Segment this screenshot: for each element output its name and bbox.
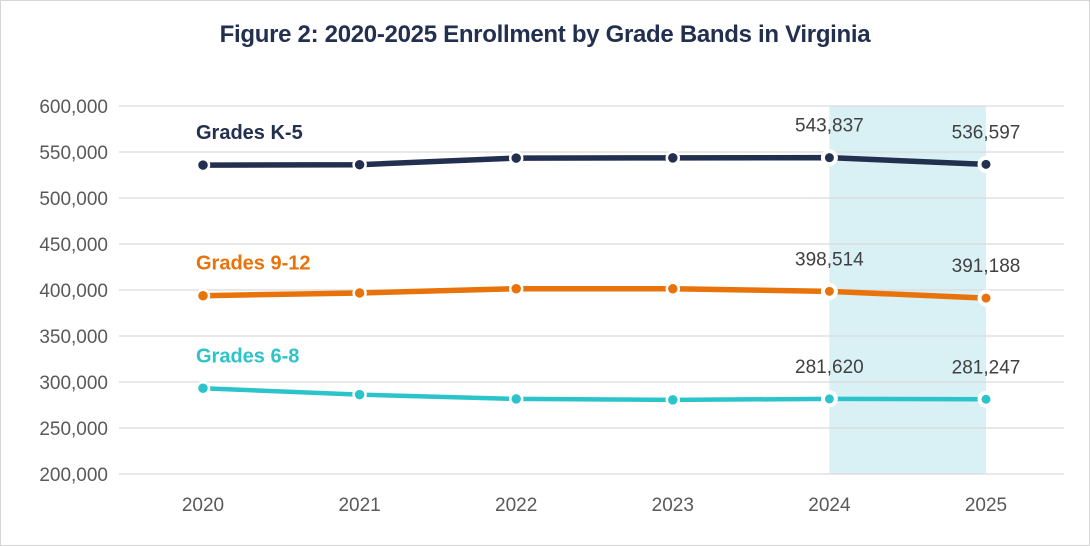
data-point bbox=[195, 157, 211, 173]
data-point bbox=[508, 391, 524, 407]
y-tick-label: 200,000 bbox=[39, 465, 108, 486]
data-point bbox=[665, 392, 681, 408]
chart-title: Figure 2: 2020-2025 Enrollment by Grade … bbox=[219, 21, 871, 48]
y-tick-label: 250,000 bbox=[39, 419, 108, 440]
x-tick-label: 2021 bbox=[338, 495, 380, 516]
data-label: 281,247 bbox=[952, 357, 1021, 378]
x-tick-label: 2022 bbox=[495, 495, 537, 516]
data-point bbox=[665, 150, 681, 166]
data-point bbox=[665, 281, 681, 297]
x-tick-label: 2023 bbox=[652, 495, 694, 516]
y-tick-label: 450,000 bbox=[39, 235, 108, 256]
x-tick-label: 2024 bbox=[808, 495, 851, 516]
data-point bbox=[352, 387, 367, 402]
y-tick-label: 600,000 bbox=[39, 97, 108, 118]
data-point bbox=[195, 288, 211, 303]
data-point bbox=[508, 150, 524, 166]
data-point bbox=[195, 381, 211, 396]
data-label: 398,514 bbox=[795, 249, 864, 270]
data-label: 536,597 bbox=[952, 122, 1021, 143]
data-point bbox=[508, 281, 524, 296]
data-point bbox=[977, 289, 995, 307]
data-point bbox=[352, 285, 367, 301]
series-line-grades-9-12 bbox=[200, 285, 989, 301]
data-point bbox=[977, 390, 995, 408]
series-line-grades-6-8 bbox=[200, 386, 989, 403]
x-tick-label: 2020 bbox=[182, 495, 224, 516]
x-tick-label: 2025 bbox=[965, 495, 1007, 516]
data-label: 543,837 bbox=[795, 116, 864, 137]
data-label: 391,188 bbox=[952, 256, 1021, 277]
data-point bbox=[820, 390, 838, 408]
legend-label-grades-9-12: Grades 9-12 bbox=[196, 253, 311, 275]
data-point bbox=[820, 149, 838, 167]
series-line-grades-k-5 bbox=[200, 154, 989, 168]
y-tick-label: 350,000 bbox=[39, 327, 108, 348]
data-point bbox=[352, 157, 367, 172]
data-point bbox=[977, 155, 995, 173]
y-tick-label: 400,000 bbox=[39, 281, 108, 302]
data-point bbox=[820, 282, 838, 300]
y-tick-label: 500,000 bbox=[39, 189, 108, 210]
legend-label-grades-k-5: Grades K-5 bbox=[196, 122, 303, 144]
y-tick-label: 300,000 bbox=[39, 373, 108, 394]
y-tick-label: 550,000 bbox=[39, 143, 108, 164]
legend-label-grades-6-8: Grades 6-8 bbox=[196, 345, 299, 367]
data-label: 281,620 bbox=[795, 357, 864, 378]
